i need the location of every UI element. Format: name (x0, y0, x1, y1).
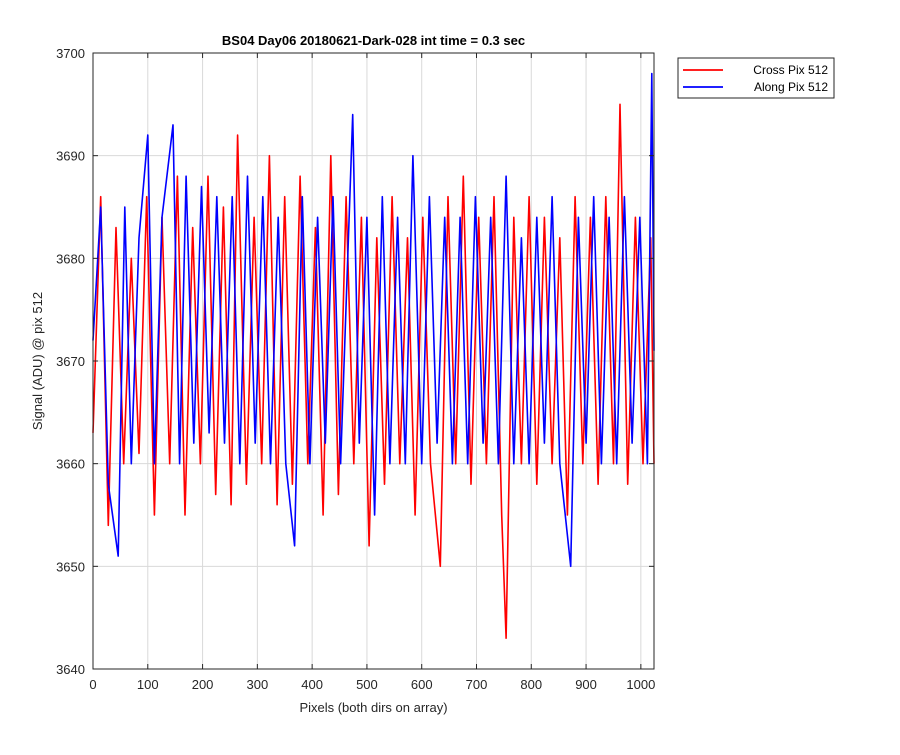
ticks: 0 100 200 300 400 500 600 700 800 900 1000 3640 3650… (56, 46, 655, 692)
x-tick-label: 300 (247, 677, 269, 692)
series-layer (92, 72, 655, 640)
y-tick-label: 3670 (56, 354, 85, 369)
x-tick-label: 200 (192, 677, 214, 692)
chart-title: BS04 Day06 20180621-Dark-028 int time = … (222, 33, 525, 48)
series-line-1 (92, 103, 655, 640)
x-tick-label: 500 (356, 677, 378, 692)
y-tick-label: 3690 (56, 149, 85, 164)
x-tick-label: 600 (411, 677, 433, 692)
x-tick-label: 400 (301, 677, 323, 692)
x-tick-label: 100 (137, 677, 159, 692)
x-tick-label: 900 (575, 677, 597, 692)
y-tick-label: 3640 (56, 662, 85, 677)
y-tick-label: 3650 (56, 559, 85, 574)
x-tick-label: 1000 (626, 677, 655, 692)
x-tick-label: 0 (89, 677, 96, 692)
series-line-2 (92, 72, 655, 568)
y-tick-label: 3660 (56, 457, 85, 472)
legend-label: Along Pix 512 (754, 80, 828, 94)
x-axis-label: Pixels (both dirs on array) (299, 700, 447, 715)
legend-box (677, 57, 835, 99)
y-axis-label: Signal (ADU) @ pix 512 (30, 292, 45, 430)
y-tick-label: 3680 (56, 251, 85, 266)
y-tick-label: 3700 (56, 46, 85, 61)
legend: Cross Pix 512 Along Pix 512 (677, 57, 835, 99)
x-tick-label: 800 (520, 677, 542, 692)
x-tick-label: 700 (466, 677, 488, 692)
legend-label: Cross Pix 512 (753, 63, 828, 77)
